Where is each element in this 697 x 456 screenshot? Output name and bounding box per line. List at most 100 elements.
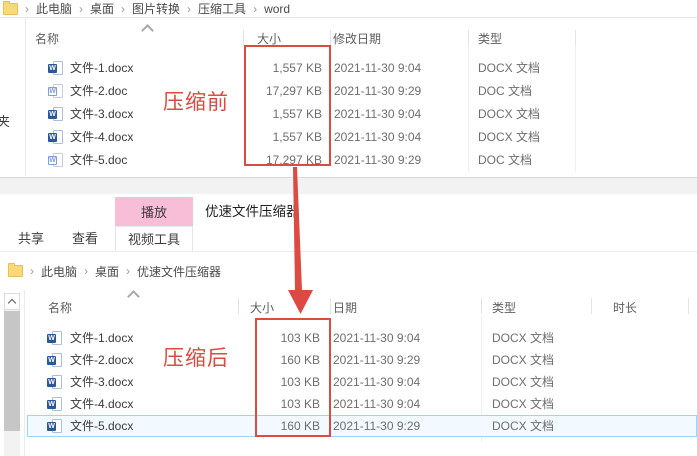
file-type: DOCX 文档 <box>478 61 541 75</box>
file-name: 文件-5.docx <box>70 419 134 433</box>
column-header-name[interactable]: 名称 <box>35 32 60 46</box>
word-doc-icon: W <box>48 153 65 168</box>
column-header-date-modified[interactable]: 修改日期 <box>333 32 382 46</box>
window-divider <box>0 177 697 194</box>
chevron-right-icon[interactable]: › <box>253 1 258 16</box>
file-type: DOCX 文档 <box>478 107 541 121</box>
file-row[interactable]: W 文件-5.docx 160 KB 2021-11-30 9:29 DOCX 文档 <box>0 415 697 437</box>
chevron-right-icon[interactable]: › <box>121 1 126 16</box>
file-size: 103 KB <box>280 397 320 411</box>
column-gridline <box>468 46 469 172</box>
breadcrumb-item-word[interactable]: word <box>264 1 291 16</box>
file-type: DOC 文档 <box>478 84 533 98</box>
chevron-right-icon[interactable]: › <box>30 264 34 278</box>
column-header-name[interactable]: 名称 <box>48 301 73 315</box>
file-row[interactable]: W 文件-4.docx 1,557 KB 2021-11-30 9:04 DOCX 文档 <box>0 126 697 149</box>
ribbon-tab-video-tools[interactable]: 视频工具 <box>115 226 193 252</box>
chevron-right-icon[interactable]: › <box>25 1 29 16</box>
file-name: 文件-1.docx <box>70 61 134 75</box>
file-date: 2021-11-30 9:04 <box>334 107 422 121</box>
chevron-right-icon[interactable]: › <box>84 264 89 278</box>
column-separator[interactable] <box>575 30 576 46</box>
file-name: 文件-4.docx <box>70 130 134 144</box>
file-type: DOCX 文档 <box>492 397 555 411</box>
column-separator[interactable] <box>238 298 239 314</box>
chevron-right-icon[interactable]: › <box>79 1 84 16</box>
file-row[interactable]: W 文件-4.docx 103 KB 2021-11-30 9:04 DOCX 文档 <box>0 393 697 415</box>
breadcrumb-item-folder[interactable]: 压缩工具 <box>198 2 247 16</box>
column-gridline <box>481 316 482 442</box>
file-size: 160 KB <box>280 353 320 367</box>
file-row[interactable]: W 文件-2.doc 17,297 KB 2021-11-30 9:29 DOC 文档 <box>0 80 697 103</box>
file-row[interactable]: W 文件-5.doc 17,297 KB 2021-11-30 9:29 DOC 文档 <box>0 149 697 172</box>
folder-icon <box>3 0 18 15</box>
ribbon-tab-share[interactable]: 共享 <box>18 231 45 246</box>
chevron-right-icon[interactable]: › <box>126 264 131 278</box>
file-date: 2021-11-30 9:04 <box>334 61 422 75</box>
column-separator[interactable] <box>591 298 592 314</box>
column-separator[interactable] <box>688 298 689 314</box>
breadcrumb-item-desktop[interactable]: 桌面 <box>90 2 115 16</box>
breadcrumb-item-desktop[interactable]: 桌面 <box>95 264 120 279</box>
window-title: 优速文件压缩器 <box>205 204 300 219</box>
contextual-tab-play[interactable]: 播放 <box>115 197 193 226</box>
column-separator[interactable] <box>243 30 244 46</box>
file-size: 103 KB <box>280 331 320 345</box>
word-docx-icon: W <box>47 375 64 390</box>
file-row[interactable]: W 文件-2.docx 160 KB 2021-11-30 9:29 DOCX 文档 <box>0 349 697 371</box>
breadcrumb: › 此电脑 › 桌面 › 优速文件压缩器 <box>0 252 697 290</box>
file-name: 文件-3.docx <box>70 375 134 389</box>
nav-pane-divider <box>24 290 25 456</box>
breadcrumb-item-this-pc[interactable]: 此电脑 <box>41 264 78 279</box>
scrollbar-thumb[interactable] <box>4 311 20 431</box>
word-docx-icon: W <box>48 61 65 76</box>
column-header-size[interactable]: 大小 <box>250 301 275 315</box>
column-header-size[interactable]: 大小 <box>257 32 282 46</box>
file-date: 2021-11-30 9:04 <box>333 375 421 389</box>
file-row[interactable]: W 文件-1.docx 1,557 KB 2021-11-30 9:04 DOCX 文档 <box>0 57 697 80</box>
file-size: 1,557 KB <box>272 61 322 75</box>
word-docx-icon: W <box>48 107 65 122</box>
file-size: 160 KB <box>280 419 320 433</box>
column-header-duration[interactable]: 时长 <box>613 301 638 315</box>
file-type: DOCX 文档 <box>478 130 541 144</box>
file-type: DOCX 文档 <box>492 353 555 367</box>
file-size: 103 KB <box>280 375 320 389</box>
column-header-date[interactable]: 日期 <box>333 301 358 315</box>
folder-icon <box>8 263 23 277</box>
chevron-right-icon[interactable]: › <box>187 1 192 16</box>
word-docx-icon: W <box>47 331 64 346</box>
file-name: 文件-4.docx <box>70 397 134 411</box>
column-header-type[interactable]: 类型 <box>478 32 503 46</box>
file-name: 文件-2.doc <box>70 84 128 98</box>
breadcrumb-item-folder[interactable]: 图片转换 <box>132 2 181 16</box>
scrollbar-up-button[interactable] <box>4 293 20 310</box>
file-size: 1,557 KB <box>272 107 322 121</box>
word-docx-icon: W <box>47 419 64 434</box>
nav-pane-fragment: 夹 <box>0 114 11 129</box>
ribbon-tab-view[interactable]: 查看 <box>72 231 99 246</box>
word-docx-icon: W <box>48 130 65 145</box>
file-type: DOCX 文档 <box>492 375 555 389</box>
file-row[interactable]: W 文件-3.docx 1,557 KB 2021-11-30 9:04 DOCX 文档 <box>0 103 697 126</box>
breadcrumb-item-this-pc[interactable]: 此电脑 <box>36 2 73 16</box>
file-type: DOC 文档 <box>478 153 533 167</box>
column-separator[interactable] <box>468 30 469 46</box>
breadcrumb-item-compressor[interactable]: 优速文件压缩器 <box>137 264 222 279</box>
file-size: 17,297 KB <box>265 84 322 98</box>
breadcrumb: › 此电脑 › 桌面 › 图片转换 › 压缩工具 › word <box>0 0 697 18</box>
word-doc-icon: W <box>48 84 65 99</box>
column-separator[interactable] <box>481 298 482 314</box>
file-row[interactable]: W 文件-3.docx 103 KB 2021-11-30 9:04 DOCX 文档 <box>0 371 697 393</box>
file-row[interactable]: W 文件-1.docx 103 KB 2021-11-30 9:04 DOCX 文档 <box>0 327 697 349</box>
column-separator[interactable] <box>330 298 331 314</box>
annotation-box-before <box>244 45 331 166</box>
file-size: 17,297 KB <box>265 153 322 167</box>
column-separator[interactable] <box>330 30 331 46</box>
annotation-label-before: 压缩前 <box>163 91 229 114</box>
column-gridline <box>575 46 576 172</box>
column-header-type[interactable]: 类型 <box>492 301 517 315</box>
annotation-box-after <box>255 318 331 437</box>
file-date: 2021-11-30 9:04 <box>333 331 421 345</box>
